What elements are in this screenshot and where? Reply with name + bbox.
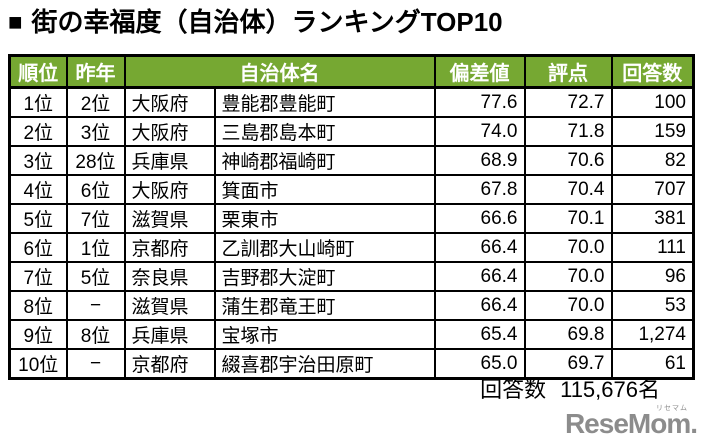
last-year-cell: 6位	[65, 174, 126, 205]
responses-cell: 53	[610, 290, 695, 321]
resemom-logo: リセマム ReseMom.	[564, 405, 698, 441]
rank-cell: 8位	[8, 290, 68, 321]
prefecture-cell: 奈良県	[123, 261, 216, 292]
municipality-cell: 箕面市	[213, 174, 436, 205]
deviation-cell: 66.4	[433, 261, 526, 292]
score-cell: 70.0	[523, 261, 613, 292]
table-row: 4位 6位 大阪府 箕面市 67.8 70.4 707	[8, 174, 695, 205]
last-year-cell: 8位	[65, 319, 126, 350]
prefecture-cell: 兵庫県	[123, 145, 216, 176]
prefecture-cell: 兵庫県	[123, 319, 216, 350]
municipality-cell: 乙訓郡大山崎町	[213, 232, 436, 263]
table-row: 9位 8位 兵庫県 宝塚市 65.4 69.8 1,274	[8, 319, 695, 350]
score-cell: 72.7	[523, 86, 613, 118]
rank-cell: 2位	[8, 116, 68, 147]
last-year-cell: 5位	[65, 261, 126, 292]
rank-cell: 10位	[8, 348, 68, 380]
responses-cell: 96	[610, 261, 695, 292]
score-cell: 70.6	[523, 145, 613, 176]
deviation-cell: 66.4	[433, 232, 526, 263]
prefecture-cell: 大阪府	[123, 116, 216, 147]
score-cell: 69.7	[523, 348, 613, 380]
last-year-cell: 7位	[65, 203, 126, 234]
prefecture-cell: 大阪府	[123, 174, 216, 205]
score-cell: 69.8	[523, 319, 613, 350]
municipality-cell: 吉野郡大淀町	[213, 261, 436, 292]
table-header-row: 順位 昨年 自治体名 偏差値 評点 回答数	[8, 54, 695, 89]
total-responses: 回答数 115,676名	[480, 372, 660, 404]
rank-cell: 4位	[8, 174, 68, 205]
prefecture-cell: 滋賀県	[123, 290, 216, 321]
responses-cell: 707	[610, 174, 695, 205]
last-year-cell: 2位	[65, 86, 126, 118]
happiness-ranking-table: 順位 昨年 自治体名 偏差値 評点 回答数 1位 2位 大阪府 豊能郡豊能町 77.6 7…	[8, 54, 695, 380]
rank-cell: 1位	[8, 86, 68, 118]
municipality-cell: 三島郡島本町	[213, 116, 436, 147]
rank-cell: 7位	[8, 261, 68, 292]
responses-cell: 82	[610, 145, 695, 176]
header-score: 評点	[523, 54, 613, 89]
responses-cell: 61	[610, 348, 695, 380]
municipality-cell: 綴喜郡宇治田原町	[213, 348, 436, 380]
rank-cell: 9位	[8, 319, 68, 350]
rank-cell: 5位	[8, 203, 68, 234]
table-row: 5位 7位 滋賀県 栗東市 66.6 70.1 381	[8, 203, 695, 234]
municipality-cell: 栗東市	[213, 203, 436, 234]
municipality-cell: 宝塚市	[213, 319, 436, 350]
header-deviation: 偏差値	[433, 54, 526, 89]
municipality-cell: 豊能郡豊能町	[213, 86, 436, 118]
prefecture-cell: 大阪府	[123, 86, 216, 118]
last-year-cell: −	[65, 290, 126, 321]
page-title: ■ 街の幸福度（自治体）ランキングTOP10	[8, 2, 503, 39]
responses-cell: 1,274	[610, 319, 695, 350]
rank-cell: 3位	[8, 145, 68, 176]
last-year-cell: 28位	[65, 145, 126, 176]
deviation-cell: 65.0	[433, 348, 526, 380]
municipality-cell: 神崎郡福崎町	[213, 145, 436, 176]
score-cell: 70.0	[523, 290, 613, 321]
last-year-cell: 3位	[65, 116, 126, 147]
title-bullet-icon: ■	[8, 9, 23, 36]
table-body: 1位 2位 大阪府 豊能郡豊能町 77.6 72.7 100 2位 3位 大阪府 三島郡島本町 74.…	[8, 86, 695, 380]
score-cell: 71.8	[523, 116, 613, 147]
municipality-cell: 蒲生郡竜王町	[213, 290, 436, 321]
header-last-year: 昨年	[65, 54, 126, 89]
header-rank: 順位	[8, 54, 68, 89]
logo-wordmark: ReseMom.	[564, 408, 698, 439]
responses-cell: 381	[610, 203, 695, 234]
table-row: 10位 − 京都府 綴喜郡宇治田原町 65.0 69.7 61	[8, 348, 695, 380]
deviation-cell: 74.0	[433, 116, 526, 147]
title-text: 街の幸福度（自治体）ランキングTOP10	[31, 7, 503, 37]
header-municipality: 自治体名	[123, 54, 436, 89]
table-row: 7位 5位 奈良県 吉野郡大淀町 66.4 70.0 96	[8, 261, 695, 292]
total-responses-label: 回答数	[480, 377, 547, 402]
last-year-cell: −	[65, 348, 126, 380]
rank-cell: 6位	[8, 232, 68, 263]
responses-cell: 100	[610, 86, 695, 118]
deviation-cell: 68.9	[433, 145, 526, 176]
table-row: 2位 3位 大阪府 三島郡島本町 74.0 71.8 159	[8, 116, 695, 147]
prefecture-cell: 京都府	[123, 348, 216, 380]
score-cell: 70.0	[523, 232, 613, 263]
responses-cell: 111	[610, 232, 695, 263]
last-year-cell: 1位	[65, 232, 126, 263]
prefecture-cell: 滋賀県	[123, 203, 216, 234]
score-cell: 70.4	[523, 174, 613, 205]
prefecture-cell: 京都府	[123, 232, 216, 263]
score-cell: 70.1	[523, 203, 613, 234]
deviation-cell: 66.6	[433, 203, 526, 234]
logo-ruby-text: リセマム	[656, 405, 688, 412]
header-responses: 回答数	[610, 54, 695, 89]
table-row: 1位 2位 大阪府 豊能郡豊能町 77.6 72.7 100	[8, 86, 695, 118]
deviation-cell: 66.4	[433, 290, 526, 321]
responses-cell: 159	[610, 116, 695, 147]
total-responses-value: 115,676名	[560, 377, 660, 402]
table-row: 6位 1位 京都府 乙訓郡大山崎町 66.4 70.0 111	[8, 232, 695, 263]
deviation-cell: 65.4	[433, 319, 526, 350]
deviation-cell: 67.8	[433, 174, 526, 205]
table-row: 3位 28位 兵庫県 神崎郡福崎町 68.9 70.6 82	[8, 145, 695, 176]
table-row: 8位 − 滋賀県 蒲生郡竜王町 66.4 70.0 53	[8, 290, 695, 321]
deviation-cell: 77.6	[433, 86, 526, 118]
